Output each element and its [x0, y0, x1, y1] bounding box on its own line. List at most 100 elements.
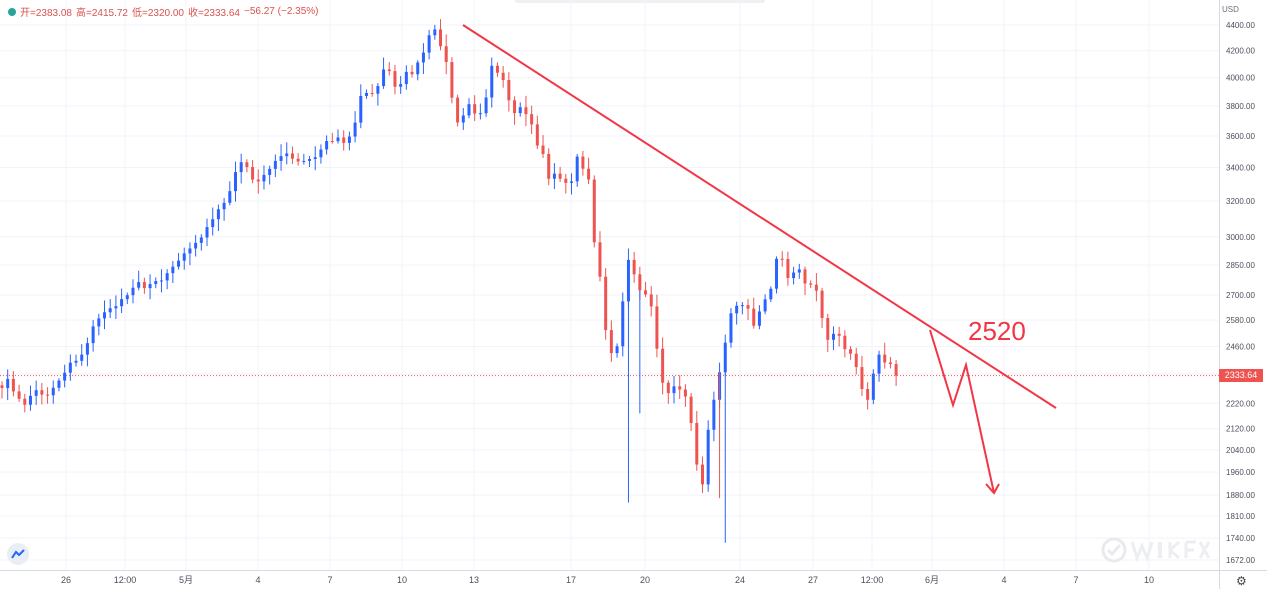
time-tick-label: 7: [327, 575, 332, 585]
candle-body: [308, 159, 312, 161]
candle-body: [399, 84, 403, 87]
candle-body: [518, 107, 522, 114]
gear-icon[interactable]: ⚙: [1236, 574, 1247, 588]
candle-body: [74, 360, 78, 363]
watermark-logo: [1100, 535, 1211, 565]
candle-body: [359, 95, 363, 123]
candle-body: [780, 258, 784, 260]
candle-body: [40, 390, 44, 395]
symbol-status-dot: [8, 7, 16, 16]
price-axis[interactable]: 4400.00 4200.00 4000.00 3800.00 3600.00 3400.…: [1219, 0, 1267, 570]
candle-body: [80, 354, 84, 361]
candle-body: [330, 141, 334, 143]
candle-body: [877, 354, 881, 374]
candle-body: [222, 202, 226, 210]
axis-corner: [1219, 570, 1267, 589]
candle-body: [11, 378, 15, 392]
candle-body: [393, 71, 397, 87]
candle-body: [649, 294, 653, 307]
candle-body: [513, 100, 517, 114]
candle-body: [450, 62, 454, 98]
price-tick-label: 2850.00: [1226, 261, 1255, 270]
candle-body: [689, 396, 693, 424]
candle-body: [387, 69, 391, 72]
candle-body: [820, 290, 824, 319]
price-tick-label: 1880.00: [1226, 491, 1255, 500]
candle-body: [410, 71, 414, 75]
candle-body: [814, 284, 818, 291]
candles-layer: [0, 19, 898, 543]
price-tick-label: 2580.00: [1226, 316, 1255, 325]
candle-body: [216, 209, 220, 220]
candle-body: [621, 301, 625, 347]
price-tick-label: 1672.00: [1226, 556, 1255, 565]
time-tick-label: 26: [61, 575, 71, 585]
candle-body: [68, 362, 72, 373]
legend-open: 开=2383.08: [20, 8, 72, 19]
candle-body: [712, 399, 716, 430]
candle-body: [592, 179, 596, 243]
time-tick-label: 20: [640, 575, 650, 585]
candle-body: [683, 389, 687, 397]
top-panel-handle: [515, 0, 765, 3]
candle-body: [786, 258, 790, 279]
candle-body: [85, 343, 89, 355]
candle-body: [894, 364, 898, 376]
ohlc-legend: 开=2383.08 高=2415.72 低=2320.00 收=2333.64 …: [8, 4, 319, 19]
candle-body: [746, 305, 750, 309]
time-axis[interactable]: 26 12:00 5月 4 7 10 13 17 20 24 27 12:00 6月 4 7 10: [0, 570, 1219, 589]
legend-change: −56.27 (−2.35%): [244, 6, 319, 17]
candle-body: [700, 464, 704, 485]
candle-body: [501, 72, 505, 81]
candle-body: [473, 104, 477, 114]
candle-body: [336, 137, 340, 142]
price-tick-label: 2460.00: [1226, 342, 1255, 351]
legend-high: 高=2415.72: [76, 8, 128, 19]
candle-body: [57, 380, 61, 388]
candle-body: [194, 242, 198, 249]
price-tick-label: 3200.00: [1226, 197, 1255, 206]
candle-body: [17, 391, 21, 399]
drawings-layer: 2520: [462, 24, 1057, 495]
candle-body: [433, 29, 437, 36]
candle-body: [103, 312, 107, 319]
candle-body: [370, 92, 374, 94]
candle-body: [507, 80, 511, 101]
time-tick-label: 10: [397, 575, 407, 585]
price-tick-label: 1810.00: [1226, 512, 1255, 521]
price-tick-label: 3400.00: [1226, 164, 1255, 173]
candle-body: [6, 378, 10, 389]
chart-area[interactable]: 2520: [0, 0, 1219, 570]
candle-body: [467, 104, 471, 116]
candle-body: [165, 273, 169, 281]
candle-body: [404, 71, 408, 85]
candle-body: [34, 390, 38, 396]
time-tick-label: 7: [1073, 575, 1078, 585]
legend-low: 低=2320.00: [132, 8, 184, 19]
candle-body: [199, 237, 203, 243]
candle-body: [866, 388, 870, 400]
candle-body: [148, 284, 152, 289]
candle-body: [740, 305, 744, 307]
candle-body: [376, 86, 380, 94]
candle-body: [353, 122, 357, 137]
candle-body: [792, 272, 796, 279]
price-chart[interactable]: 2520: [0, 0, 1219, 570]
candle-body: [137, 282, 141, 288]
grid-layer: [0, 0, 1219, 570]
candle-body: [114, 306, 118, 309]
candle-body: [883, 354, 887, 363]
price-tick-label: 1960.00: [1226, 468, 1255, 477]
time-tick-label: 12:00: [114, 575, 137, 585]
tradingview-logo-icon[interactable]: [7, 543, 29, 565]
candle-body: [177, 260, 181, 267]
candle-body: [678, 386, 682, 390]
candle-body: [262, 174, 266, 182]
candle-body: [347, 136, 351, 143]
candle-body: [535, 124, 539, 146]
candle-body: [233, 172, 237, 192]
candle-body: [28, 395, 32, 405]
time-tick-label: 6月: [925, 575, 939, 585]
candle-body: [91, 326, 95, 344]
candle-body: [763, 299, 767, 312]
